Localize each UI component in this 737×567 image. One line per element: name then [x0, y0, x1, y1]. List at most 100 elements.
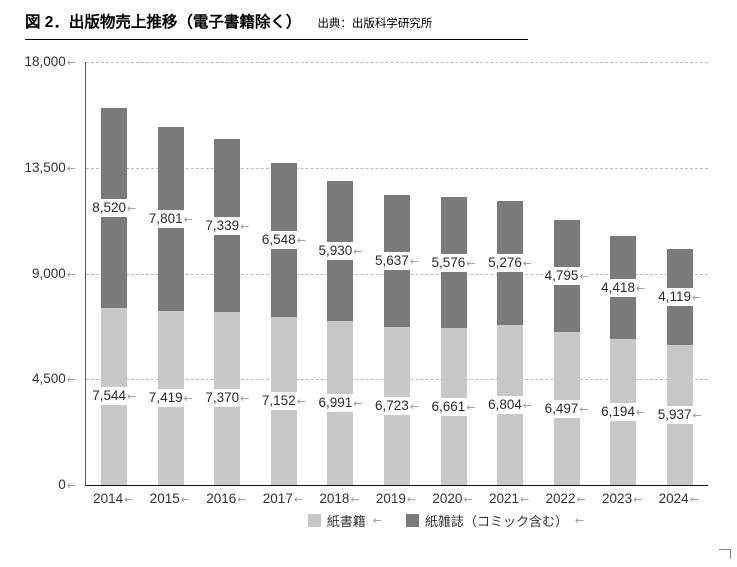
- label-text: 5,576: [431, 254, 466, 270]
- label-text: 2017: [262, 491, 293, 506]
- label-text: 2023: [602, 491, 633, 506]
- legend-swatch: [307, 514, 321, 527]
- y-gridline: [86, 167, 708, 169]
- formatting-mark-icon: ←: [409, 254, 420, 268]
- formatting-mark-icon: ←: [296, 394, 306, 408]
- books-value-label: 6,991←: [317, 393, 364, 412]
- magazines-value-label: 6,548←: [260, 231, 307, 249]
- formatting-mark-icon: ←: [240, 219, 250, 233]
- y-axis-tick-label: 18,000←: [0, 53, 76, 71]
- magazines-value-label: 8,520←: [91, 198, 138, 217]
- y-axis-tick-label: 4,500←: [0, 370, 76, 388]
- label-text: 2019: [375, 491, 406, 506]
- chart-title: 図 2．出版物売上推移（電子書籍除く）: [25, 14, 302, 31]
- formatting-mark-icon: ←: [66, 56, 76, 69]
- formatting-mark-icon: ←: [127, 390, 137, 404]
- label-text: 4,500: [31, 371, 66, 387]
- books-value-label: 7,419←: [147, 388, 194, 407]
- label-text: 6,661: [431, 398, 466, 414]
- x-axis-category-label: 2021←: [489, 491, 529, 508]
- label-text: 2020: [432, 491, 463, 506]
- magazines-value-label: 5,276←: [487, 254, 534, 273]
- formatting-mark-icon: ←: [635, 406, 646, 420]
- label-text: 4,418: [601, 279, 635, 295]
- formatting-mark-icon: ←: [353, 396, 363, 410]
- y-gridline: [86, 62, 708, 63]
- chart-legend: 紙書籍 ← 紙雑誌（コミック含む） ←: [85, 511, 707, 530]
- formatting-mark-icon: ←: [519, 493, 530, 506]
- formatting-mark-icon: ←: [576, 493, 586, 506]
- books-value-label: 5,937←: [656, 406, 703, 425]
- x-axis-category-label: 2016←: [206, 491, 246, 508]
- magazines-value-label: 5,930←: [317, 242, 364, 261]
- formatting-mark-icon: ←: [372, 514, 382, 527]
- label-text: 紙雑誌（コミック含む）: [425, 514, 569, 529]
- x-axis-category-label: 2023←: [602, 491, 642, 508]
- chart-source: 出典：出版科学研究所: [317, 18, 433, 30]
- label-text: 4,119: [658, 289, 691, 305]
- label-text: 7,370: [205, 390, 240, 406]
- formatting-mark-icon: ←: [127, 201, 137, 215]
- label-text: 6,804: [488, 397, 522, 413]
- formatting-mark-icon: ←: [406, 493, 417, 506]
- label-text: 18,000: [24, 54, 66, 69]
- legend-item-books: 紙書籍 ←: [307, 511, 382, 530]
- magazines-value-label: 7,339←: [204, 216, 251, 235]
- books-value-label: 6,194←: [600, 403, 647, 422]
- formatting-mark-icon: ←: [124, 493, 134, 506]
- magazines-value-label: 4,795←: [543, 266, 590, 285]
- label-text: 2014: [93, 491, 124, 506]
- formatting-mark-icon: ←: [579, 269, 589, 283]
- books-value-label: 6,723←: [373, 397, 421, 416]
- y-axis-tick-label: 9,000←: [0, 265, 76, 283]
- magazines-value-label: 4,119←: [657, 288, 703, 307]
- formatting-mark-icon: ←: [66, 161, 76, 175]
- formatting-mark-icon: ←: [66, 479, 76, 492]
- formatting-mark-icon: ←: [237, 493, 247, 506]
- formatting-mark-icon: ←: [183, 391, 193, 405]
- label-text: 8,520: [92, 199, 127, 215]
- x-axis-category-label: 2024←: [659, 491, 699, 508]
- legend-item-magazines: 紙雑誌（コミック含む） ←: [406, 511, 584, 530]
- formatting-mark-icon: ←: [579, 402, 589, 416]
- label-text: 7,801: [148, 211, 183, 226]
- label-text: 7,339: [205, 217, 240, 233]
- label-text: 6,723: [374, 398, 409, 414]
- formatting-mark-icon: ←: [180, 493, 190, 506]
- label-text: 2018: [319, 491, 350, 506]
- label-text: 4,795: [544, 267, 579, 283]
- formatting-mark-icon: ←: [293, 493, 304, 506]
- formatting-mark-icon: ←: [635, 281, 646, 295]
- label-text: 7,544: [92, 388, 127, 404]
- formatting-mark-icon: ←: [522, 257, 533, 271]
- magazines-value-label: 7,801←: [147, 210, 194, 228]
- x-axis-category-label: 2022←: [545, 491, 585, 508]
- label-text: 2024: [658, 491, 689, 506]
- label-text: 6,991: [318, 394, 353, 410]
- books-value-label: 6,804←: [487, 396, 534, 415]
- formatting-mark-icon: ←: [296, 234, 306, 247]
- magazines-value-label: 4,418←: [600, 278, 647, 297]
- label-text: 6,548: [261, 232, 296, 247]
- x-axis-category-label: 2014←: [93, 491, 133, 508]
- formatting-mark-icon: ←: [66, 267, 76, 281]
- label-text: 5,937: [657, 407, 692, 423]
- formatting-mark-icon: ←: [240, 392, 250, 406]
- legend-swatch: [406, 514, 419, 527]
- formatting-mark-icon: ←: [409, 400, 420, 414]
- formatting-mark-icon: ←: [522, 399, 533, 413]
- label-text: 7,419: [148, 389, 183, 405]
- formatting-mark-icon: ←: [692, 291, 702, 305]
- text-boundary-mark: [719, 549, 731, 559]
- label-text: 6,194: [601, 404, 635, 420]
- books-value-label: 7,152←: [260, 391, 307, 410]
- x-axis-category-label: 2018←: [319, 491, 359, 508]
- formatting-mark-icon: ←: [466, 400, 476, 414]
- magazines-value-label: 5,576←: [430, 253, 477, 272]
- formatting-mark-icon: ←: [183, 213, 193, 226]
- formatting-mark-icon: ←: [633, 493, 643, 506]
- x-axis-category-label: 2019←: [376, 491, 416, 508]
- label-text: 6,497: [544, 400, 579, 416]
- label-text: 5,930: [318, 243, 353, 259]
